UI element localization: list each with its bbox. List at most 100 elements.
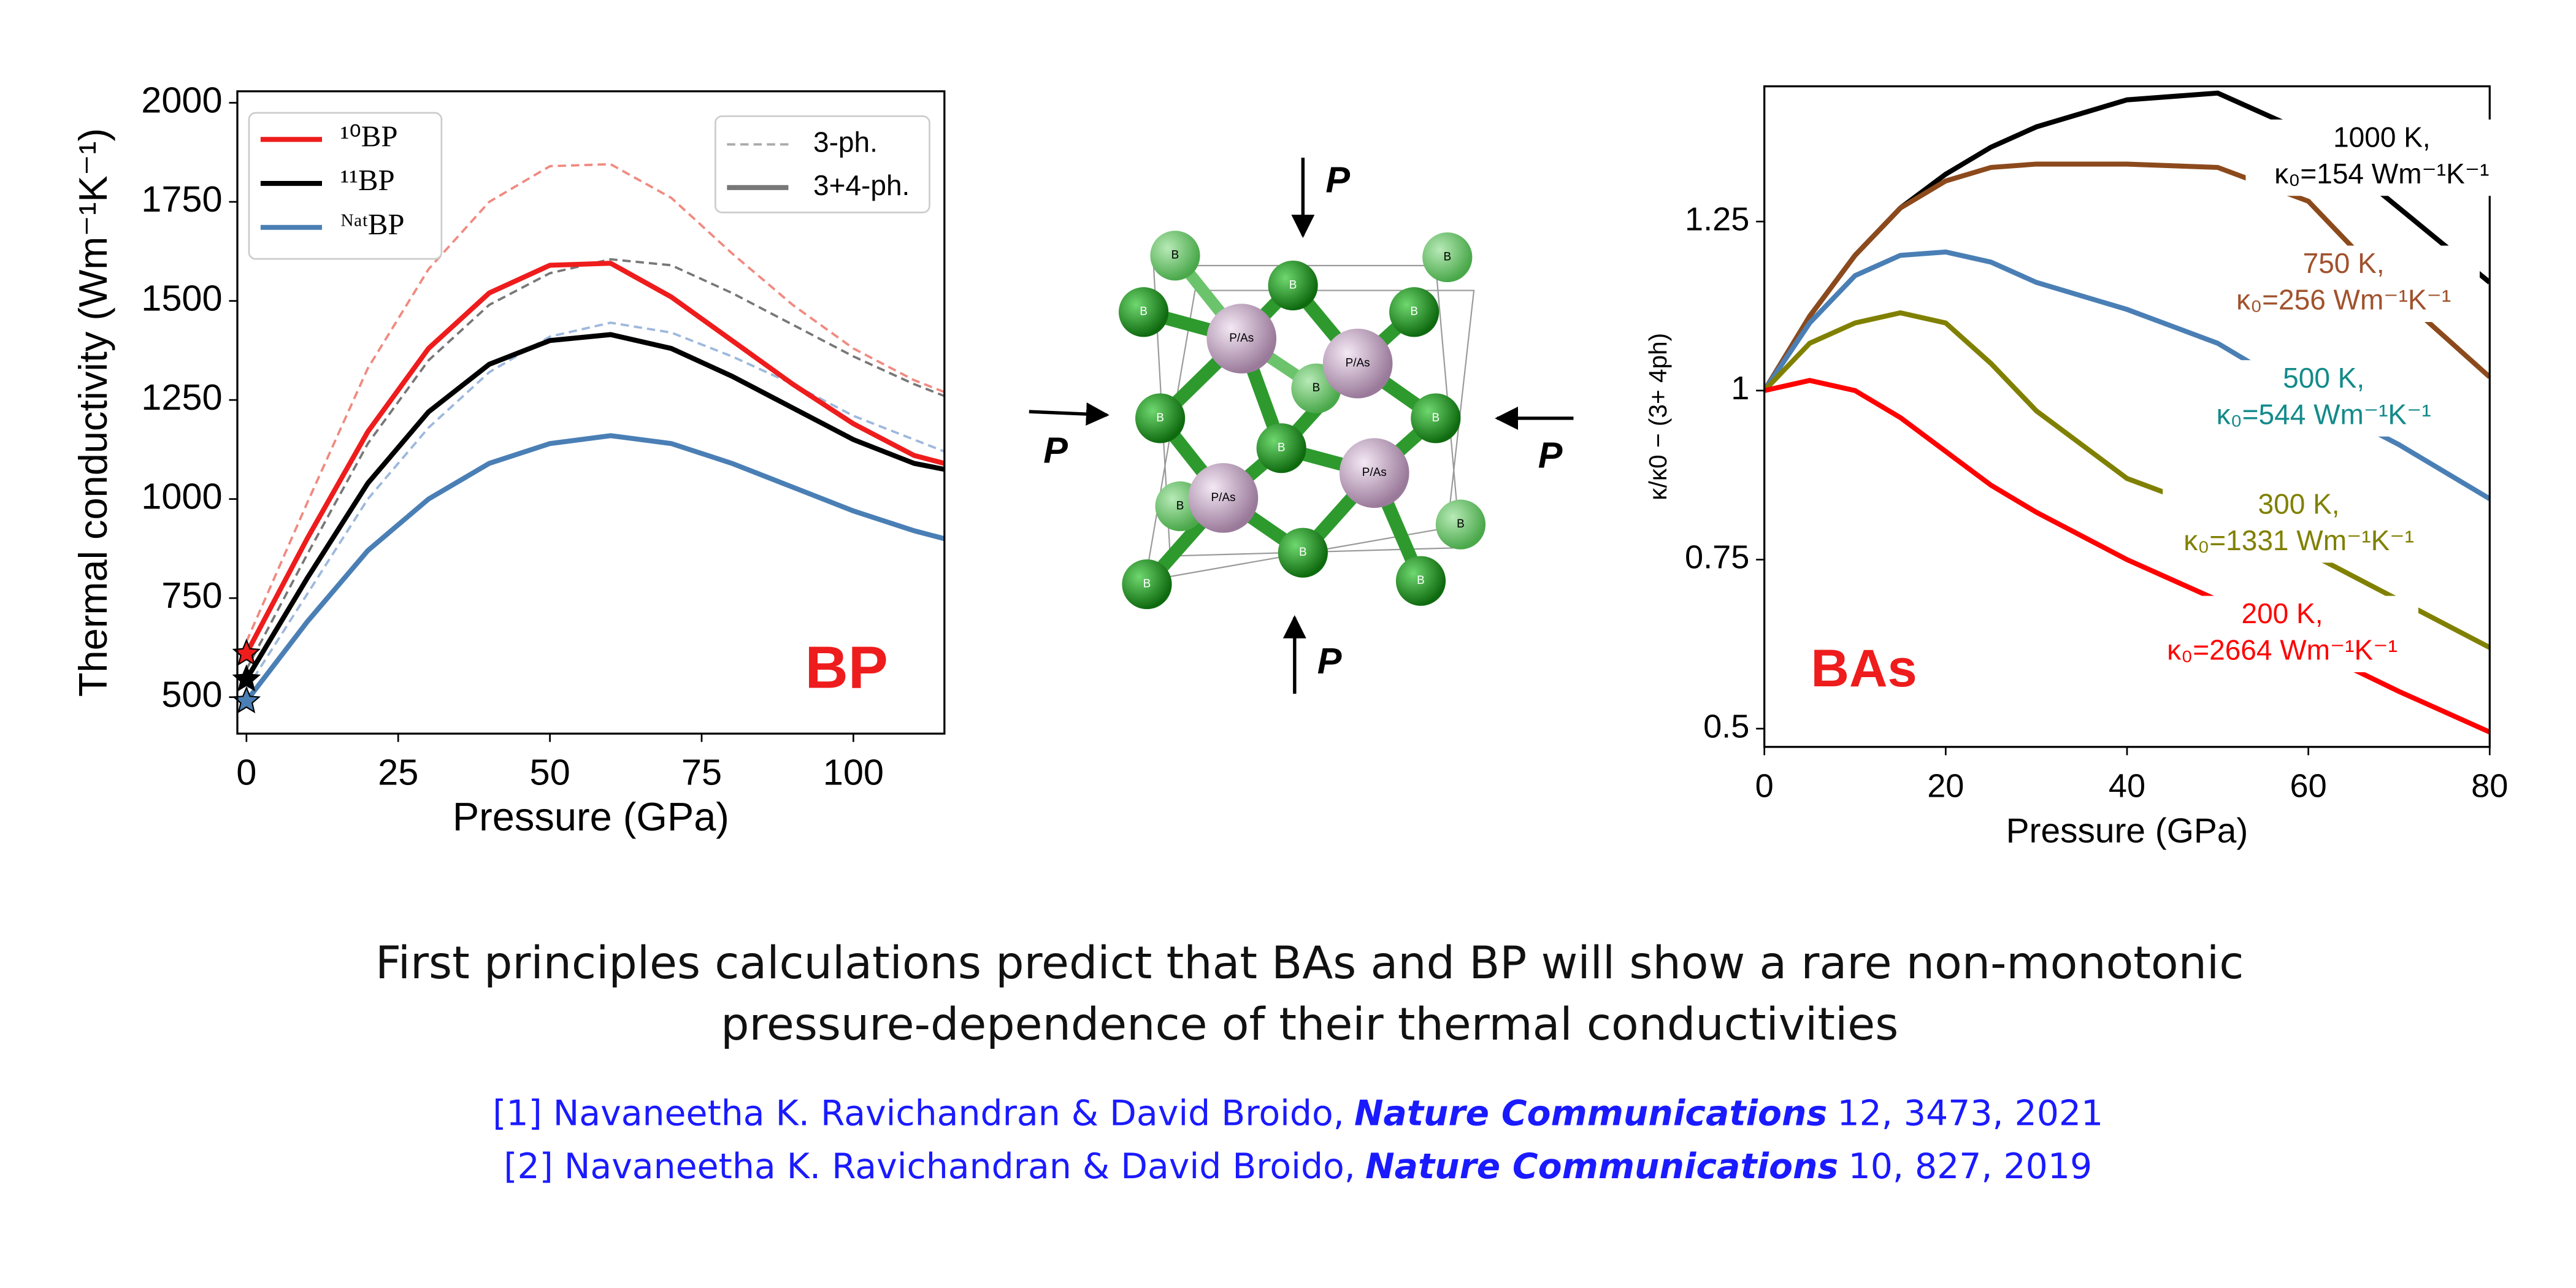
force-label: P <box>1317 640 1342 681</box>
boron-atom <box>1118 287 1169 337</box>
boron-atom <box>1278 527 1328 578</box>
y-tick-label: 1.25 <box>1685 201 1749 238</box>
x-tick-label: 40 <box>2109 768 2145 805</box>
atom-label: B <box>1156 412 1164 424</box>
x-tick-label: 0 <box>236 752 256 793</box>
x-tick-label: 100 <box>823 752 884 793</box>
x-axis-title: Pressure (GPa) <box>2006 812 2248 851</box>
x-tick-label: 0 <box>1755 768 1774 805</box>
boron-atom <box>1435 499 1486 550</box>
series-line <box>1764 161 2490 392</box>
x-axis-title: Pressure (GPa) <box>453 794 729 839</box>
x-tick-label: 50 <box>530 752 570 793</box>
atom-label: B <box>1410 305 1418 318</box>
boron-atom <box>1135 393 1186 443</box>
legend-label: 3-ph. <box>813 126 878 158</box>
atom-label: P/As <box>1211 491 1235 504</box>
reference-journal: Nature Communications <box>1365 1146 1838 1187</box>
atom-label: P/As <box>1362 466 1387 479</box>
curve-label: 200 K, <box>2242 597 2323 629</box>
plot-area <box>244 163 945 703</box>
pnictogen-atom <box>1339 438 1409 508</box>
atom-label: B <box>1278 442 1286 454</box>
y-axis-title: Thermal conductivity (Wm⁻¹K⁻¹) <box>71 128 115 697</box>
x-tick-label: 25 <box>378 752 418 793</box>
y-tick-label: 1250 <box>141 377 222 418</box>
reference-authors: [2] Navaneetha K. Ravichandran & David B… <box>504 1146 1355 1187</box>
force-arrow <box>1029 402 1110 426</box>
atom-label: B <box>1143 578 1151 591</box>
reference-authors: [1] Navaneetha K. Ravichandran & David B… <box>493 1093 1344 1133</box>
force-label: P <box>1043 430 1068 471</box>
series-line <box>245 321 945 690</box>
atom-label: B <box>1171 249 1179 262</box>
boron-atom <box>1422 232 1473 283</box>
x-tick-label: 75 <box>681 752 722 793</box>
atom-label: B <box>1299 546 1307 559</box>
atom-label: P/As <box>1229 332 1254 345</box>
pnictogen-atom <box>1188 463 1259 533</box>
atom-label: B <box>1140 305 1148 318</box>
chart-annotation: BAs <box>1811 639 1917 698</box>
label-backdrop <box>2163 486 2435 563</box>
reference-details: 12, 3473, 2021 <box>1837 1093 2103 1133</box>
atom-label: B <box>1457 518 1465 531</box>
boron-atom <box>1411 393 1461 443</box>
y-tick-label: 1750 <box>141 178 222 220</box>
legend-label: 3+4-ph. <box>813 169 910 201</box>
series-line <box>245 163 945 642</box>
atom-label: B <box>1313 381 1321 394</box>
plot-frame <box>1763 85 2491 748</box>
y-tick-label: 500 <box>161 673 222 715</box>
pnictogen-atom <box>1206 304 1277 374</box>
curve-label: 750 K, <box>2303 247 2385 279</box>
series-line <box>244 433 945 703</box>
legend-label: ᴺᵃᵗBP <box>340 208 405 241</box>
curve-note: κ₀=2664 Wm⁻¹K⁻¹ <box>2167 634 2398 666</box>
y-tick-label: 2000 <box>141 79 222 120</box>
atom-label: B <box>1176 499 1184 512</box>
reference-journal: Nature Communications <box>1354 1093 1827 1133</box>
caption-line: First principles calculations predict th… <box>375 937 2244 989</box>
curve-label: 500 K, <box>2283 362 2364 394</box>
x-tick-label: 60 <box>2290 768 2327 805</box>
boron-atom <box>1256 423 1306 473</box>
atom-label: B <box>1432 412 1440 424</box>
reference: [1] Navaneetha K. Ravichandran & David B… <box>493 1093 2103 1133</box>
legend-box <box>248 112 443 260</box>
y-tick-label: 0.75 <box>1685 539 1749 576</box>
y-tick-label: 0.5 <box>1703 708 1749 745</box>
force-label: P <box>1538 435 1563 476</box>
y-tick-label: 750 <box>161 575 222 616</box>
series-line <box>244 332 945 681</box>
boron-atom <box>1122 559 1172 610</box>
legend-label: ¹¹BP <box>340 164 395 197</box>
reference-details: 10, 827, 2019 <box>1849 1146 2093 1187</box>
pnictogen-atom <box>1322 328 1393 399</box>
atom-label: B <box>1443 250 1451 263</box>
y-tick-label: 1 <box>1731 370 1749 407</box>
label-backdrop <box>2207 245 2480 322</box>
curve-note: κ₀=1331 Wm⁻¹K⁻¹ <box>2183 524 2414 556</box>
series-line <box>245 258 945 670</box>
y-tick-label: 1000 <box>141 475 222 516</box>
curve-note: κ₀=256 Wm⁻¹K⁻¹ <box>2236 284 2451 316</box>
plot-frame <box>236 90 946 735</box>
boron-atom <box>1268 260 1318 311</box>
curve-label: 300 K, <box>2258 488 2340 520</box>
curve-note: κ₀=154 Wm⁻¹K⁻¹ <box>2274 158 2489 190</box>
curve-note: κ₀=544 Wm⁻¹K⁻¹ <box>2217 398 2431 430</box>
label-backdrop <box>2187 360 2460 437</box>
boron-atom <box>1395 556 1446 606</box>
curve-label: 1000 K, <box>2333 121 2431 153</box>
x-tick-label: 80 <box>2471 768 2508 805</box>
atom-label: B <box>1289 278 1297 291</box>
boron-atom <box>1150 231 1200 281</box>
caption-line: pressure-dependence of their thermal con… <box>721 999 1898 1051</box>
label-backdrop <box>2245 119 2518 196</box>
series-line <box>244 261 945 655</box>
x-tick-label: 20 <box>1927 768 1964 805</box>
label-backdrop <box>2146 596 2418 673</box>
